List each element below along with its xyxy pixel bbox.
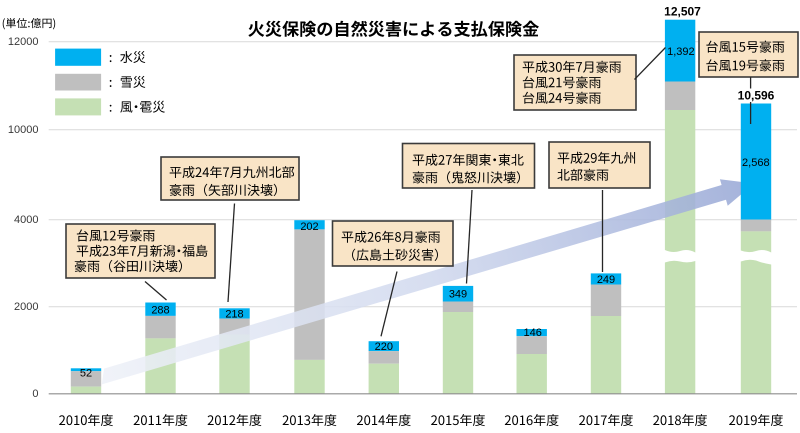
svg-text:0: 0 <box>32 388 38 400</box>
svg-text:1,392: 1,392 <box>667 46 695 58</box>
svg-text:220: 220 <box>375 341 393 353</box>
svg-text:349: 349 <box>449 289 467 301</box>
svg-text:10000: 10000 <box>8 124 39 136</box>
svg-text:2000: 2000 <box>14 301 38 313</box>
svg-text:12,507: 12,507 <box>664 4 701 18</box>
svg-text:4000: 4000 <box>14 214 38 226</box>
svg-text:12000: 12000 <box>8 36 39 48</box>
svg-text:249: 249 <box>597 274 615 286</box>
svg-text:52: 52 <box>80 367 92 379</box>
svg-text:10,596: 10,596 <box>738 89 775 103</box>
svg-text:202: 202 <box>300 221 318 233</box>
svg-text:218: 218 <box>225 308 243 320</box>
svg-text:2,568: 2,568 <box>742 157 770 169</box>
svg-text:288: 288 <box>151 305 169 317</box>
svg-text:146: 146 <box>524 327 542 339</box>
